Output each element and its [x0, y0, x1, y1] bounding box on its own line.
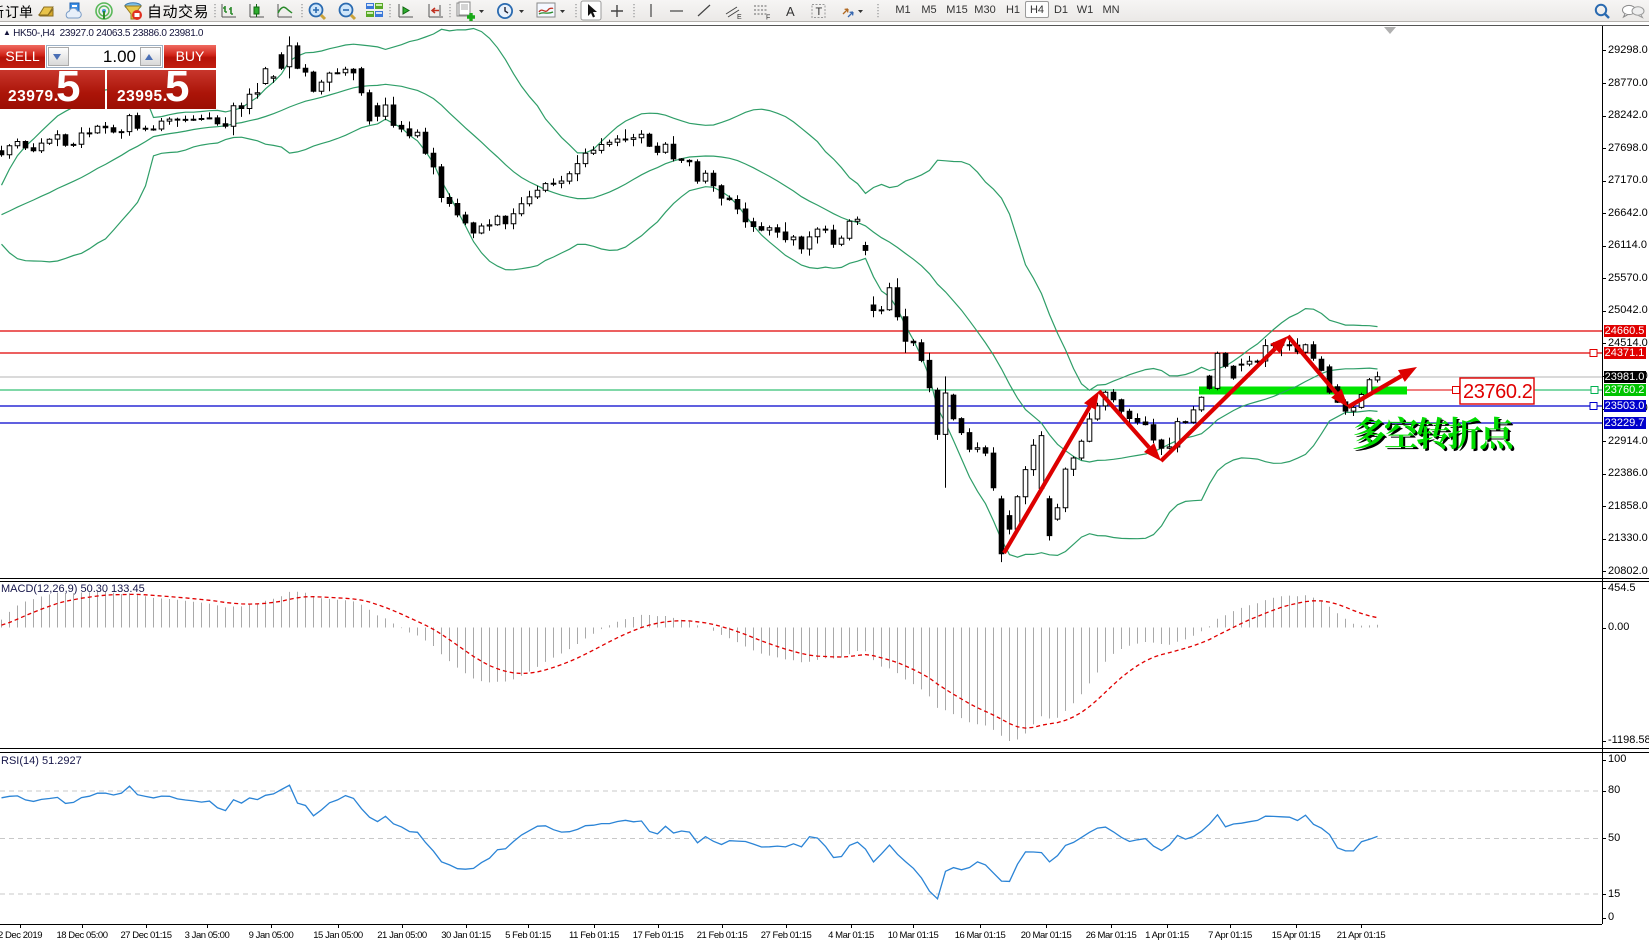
- svg-text:T: T: [816, 6, 823, 18]
- svg-text:E: E: [737, 14, 742, 21]
- svg-text:23760.2: 23760.2: [1463, 381, 1533, 403]
- svg-text:F: F: [766, 15, 770, 22]
- svg-text:A: A: [786, 4, 795, 19]
